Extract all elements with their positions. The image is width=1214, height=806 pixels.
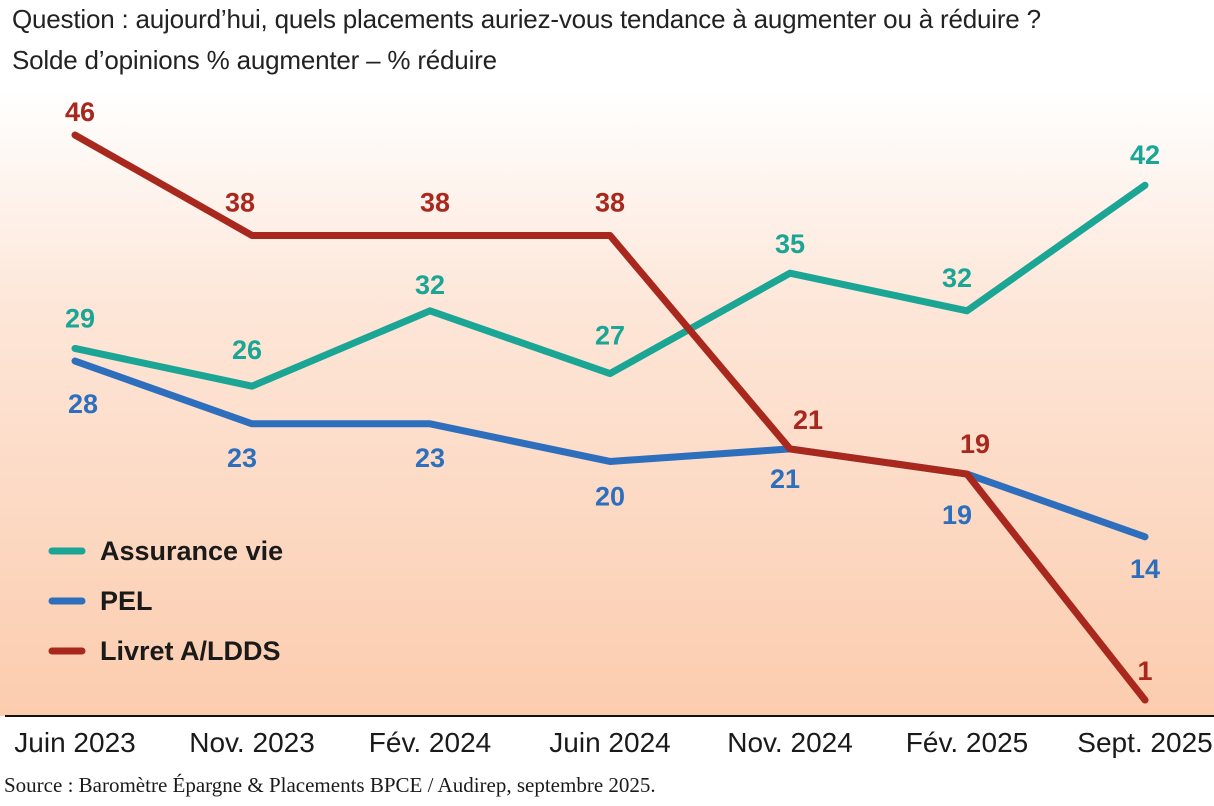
legend-label: Livret A/LDDS [100,636,281,666]
data-label: 28 [68,389,98,419]
data-label: 38 [420,187,450,217]
x-tick-label: Juin 2023 [14,727,135,758]
data-label: 1 [1137,656,1152,686]
legend-label: PEL [100,586,153,616]
data-label: 32 [415,270,445,300]
data-label: 38 [225,187,255,217]
data-label: 20 [595,481,625,511]
data-label: 21 [793,405,823,435]
x-tick-label: Fév. 2024 [369,727,491,758]
data-label: 26 [232,335,262,365]
data-label: 23 [415,443,445,473]
series-line-livret-a-ldds [71,131,1149,704]
x-tick-label: Nov. 2024 [727,727,853,758]
chart-title: Question : aujourd’hui, quels placements… [12,4,1041,34]
legend-label: Assurance vie [100,536,283,566]
data-label: 14 [1130,554,1160,584]
data-label: 42 [1130,140,1160,170]
data-label: 21 [770,464,800,494]
data-label: 38 [595,187,625,217]
data-label: 19 [960,429,990,459]
x-tick-label: Nov. 2023 [189,727,315,758]
data-label: 27 [595,321,625,351]
x-tick-label: Sept. 2025 [1077,727,1212,758]
data-label: 19 [942,500,972,530]
data-label: 46 [65,97,95,127]
data-label: 29 [65,303,95,333]
source-note: Source : Baromètre Épargne & Placements … [4,773,656,797]
data-label: 35 [775,229,805,259]
data-label: 32 [942,263,972,293]
x-tick-label: Juin 2024 [549,727,670,758]
data-label: 23 [227,443,257,473]
chart-subtitle: Solde d’opinions % augmenter – % réduire [12,45,497,75]
series-line-assurance-vie [71,181,1149,390]
x-tick-label: Fév. 2025 [906,727,1028,758]
